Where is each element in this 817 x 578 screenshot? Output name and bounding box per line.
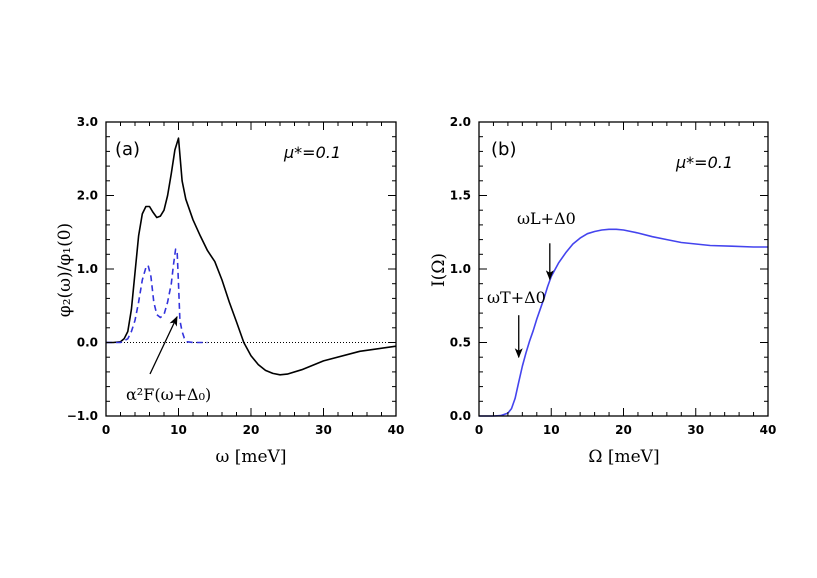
x-tick-label-b-1: 10 xyxy=(543,423,560,437)
x-tick-label-a-1: 10 xyxy=(170,423,187,437)
panel-b-ylabel: I(Ω) xyxy=(429,253,449,287)
x-tick-label-a-0: 0 xyxy=(102,423,110,437)
y-tick-label-a-0: −1.0 xyxy=(67,409,98,423)
panel-b-omega-t-label: ωT+Δ0 xyxy=(487,288,546,307)
y-tick-label-a-3: 2.0 xyxy=(77,189,98,203)
panel-a-plot-area: 0 10 20 30 40 −1.0 0.0 1.0 2.0 3.0 xyxy=(67,115,405,437)
panel-a-ylabel: φ₂(ω)/φ₁(0) xyxy=(55,223,75,317)
series-line-a-1 xyxy=(106,248,208,344)
y-tick-label-b-3: 1.5 xyxy=(450,189,471,203)
panel-b-tag: (b) xyxy=(491,139,516,160)
x-tick-label-b-2: 20 xyxy=(615,423,632,437)
panel-a-xlabel: ω [meV] xyxy=(216,447,287,467)
alpha2f-arrow xyxy=(149,315,178,375)
x-tick-label-a-3: 30 xyxy=(315,423,332,437)
y-tick-label-b-0: 0.0 xyxy=(450,409,471,423)
panel-a-mu-label: μ*=0.1 xyxy=(283,143,341,162)
panel-b-plot-area: 0 10 20 30 40 0.0 0.5 1.0 1.5 2.0 xyxy=(450,115,777,437)
panel-b-mu-label: μ*=0.1 xyxy=(675,153,733,172)
series-line-b-0 xyxy=(479,228,768,417)
x-tick-label-b-3: 30 xyxy=(687,423,704,437)
y-tick-label-a-2: 1.0 xyxy=(77,262,98,276)
y-tick-label-a-1: 0.0 xyxy=(77,336,98,350)
x-tick-label-b-0: 0 xyxy=(475,423,483,437)
y-tick-label-b-2: 1.0 xyxy=(450,262,471,276)
panel-b-chart: 0 10 20 30 40 0.0 0.5 1.0 1.5 2.0 (b) μ*=0.1 Ω [m… xyxy=(429,115,776,467)
panel-a-chart: 0 10 20 30 40 −1.0 0.0 1.0 2.0 3.0 (a) μ*=0.1 ω [… xyxy=(55,115,404,467)
y-tick-label-a-4: 3.0 xyxy=(77,115,98,129)
x-tick-label-a-4: 40 xyxy=(388,423,405,437)
x-tick-label-b-4: 40 xyxy=(760,423,777,437)
series-line-a-0 xyxy=(106,137,397,376)
y-tick-label-b-4: 2.0 xyxy=(450,115,471,129)
panel-a-tag: (a) xyxy=(115,139,140,160)
x-tick-label-a-2: 20 xyxy=(243,423,260,437)
panel-a-alpha2f-label: α²F(ω+Δ₀) xyxy=(126,385,211,404)
y-tick-label-b-1: 0.5 xyxy=(450,336,471,350)
panel-b-omega-l-label: ωL+Δ0 xyxy=(517,209,576,228)
panel-b-xlabel: Ω [meV] xyxy=(588,447,659,467)
